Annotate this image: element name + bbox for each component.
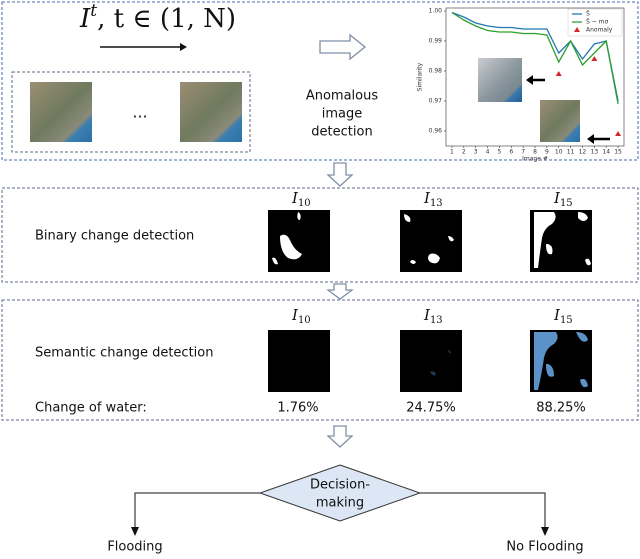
image-subscript: 10	[298, 315, 311, 326]
outcome-label: Flooding	[107, 540, 162, 555]
image-subscript: 13	[430, 198, 443, 209]
ellipsis: ...	[132, 103, 147, 122]
pointer-head	[587, 134, 594, 144]
x-tick-label: 2	[462, 149, 466, 156]
step-label: Binary change detection	[35, 229, 194, 244]
x-tick-label: 9	[545, 149, 549, 156]
image-symbol: I	[291, 189, 299, 207]
legend-swatch	[574, 27, 580, 32]
image-subscript: 15	[560, 315, 573, 326]
row-label: Change of water:	[35, 401, 147, 416]
x-tick-label: 14	[602, 149, 610, 156]
water-change: 88.25%	[536, 401, 586, 416]
y-tick-label: 0.97	[429, 98, 443, 105]
water-change: 1.76%	[277, 401, 318, 416]
formula-rest: , t ∈ (1, N)	[97, 4, 236, 34]
y-tick-label: 1.00	[429, 8, 443, 15]
step-label: image	[322, 107, 363, 122]
x-tick-label: 4	[486, 149, 490, 156]
x-axis-title: Image #	[522, 156, 548, 163]
image-label: I15	[553, 189, 573, 209]
image-label: I13	[423, 306, 443, 326]
step-label: Anomalous	[306, 89, 379, 104]
anomaly-marker	[615, 131, 622, 136]
formula-superscript: t	[90, 1, 97, 21]
semantic-map	[530, 330, 592, 392]
x-tick-label: 13	[591, 149, 599, 156]
legend-label: S̄	[586, 10, 590, 17]
y-tick-label: 0.98	[429, 68, 443, 75]
binary-map	[268, 210, 330, 272]
image-symbol: I	[291, 306, 299, 324]
decision-label: making	[316, 496, 364, 511]
image-symbol: I	[423, 189, 431, 207]
time-arrow-head	[180, 43, 187, 51]
image-label: I13	[423, 189, 443, 209]
image-symbol: I	[553, 306, 561, 324]
image-subscript: 15	[560, 198, 573, 209]
inset-image	[478, 58, 522, 102]
step-label: detection	[311, 125, 372, 140]
anomaly-marker	[555, 71, 562, 76]
semantic-map	[268, 330, 330, 392]
image-label: I15	[553, 306, 573, 326]
binary-map	[400, 210, 462, 272]
image-label: I10	[291, 306, 311, 326]
x-tick-label: 12	[579, 149, 587, 156]
x-tick-label: 3	[474, 149, 478, 156]
image-sequence-box	[11, 71, 251, 153]
edge-head	[131, 527, 139, 536]
x-tick-label: 1	[450, 149, 454, 156]
x-tick-label: 6	[509, 149, 513, 156]
y-tick-label: 0.99	[429, 38, 443, 45]
water-change: 24.75%	[406, 401, 456, 416]
pointer-head	[526, 75, 533, 85]
legend-label: Anomaly	[586, 27, 613, 34]
line-series	[451, 11, 619, 105]
edge-head	[541, 527, 549, 536]
satellite-image	[180, 82, 242, 142]
section-box	[1, 1, 639, 161]
x-tick-label: 11	[567, 149, 575, 156]
image-subscript: 13	[430, 315, 443, 326]
decision-label: Decision-	[310, 478, 370, 493]
line-series	[451, 11, 619, 102]
flow-arrow	[326, 425, 354, 448]
semantic-map	[400, 330, 462, 392]
section-box	[1, 299, 639, 421]
image-subscript: 10	[298, 198, 311, 209]
similarity-chart: 0.960.970.980.991.001 2 3 4 5 6 7 8 9 10 11 12 13 14 1…	[417, 8, 625, 163]
image-label: I10	[291, 189, 311, 209]
flow-arrow	[326, 283, 354, 300]
outcome-label: No Flooding	[506, 540, 583, 555]
legend-label: S̄ − mσ	[586, 18, 608, 25]
image-symbol: I	[553, 189, 561, 207]
x-tick-label: 10	[555, 149, 563, 156]
x-tick-label: 8	[533, 149, 537, 156]
inset-image	[540, 100, 580, 142]
decision-node	[258, 464, 422, 522]
x-tick-label: 7	[521, 149, 525, 156]
image-symbol: I	[423, 306, 431, 324]
formula: It, t ∈ (1, N)	[79, 1, 236, 35]
x-tick-label: 5	[497, 149, 501, 156]
flow-arrow	[319, 33, 367, 61]
satellite-image	[30, 82, 92, 142]
binary-map	[530, 210, 592, 272]
edge	[134, 492, 260, 528]
step-label: Semantic change detection	[35, 346, 213, 361]
formula-symbol: I	[79, 4, 91, 34]
anomaly-marker	[591, 56, 598, 61]
flow-arrow	[326, 162, 354, 187]
x-tick-label: 15	[614, 149, 622, 156]
section-box	[1, 187, 639, 283]
y-tick-label: 0.96	[429, 128, 443, 135]
edge	[420, 492, 546, 528]
y-axis-title: Similarity	[417, 62, 424, 91]
